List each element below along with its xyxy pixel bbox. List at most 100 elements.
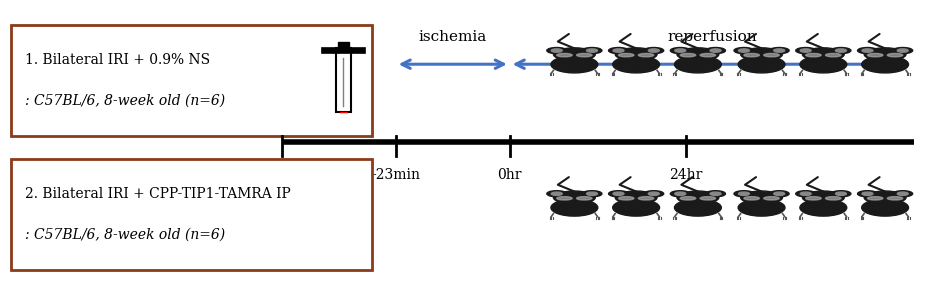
Circle shape: [857, 47, 877, 54]
Circle shape: [647, 192, 659, 195]
Ellipse shape: [700, 53, 715, 57]
Circle shape: [553, 191, 595, 204]
Text: ischemia: ischemia: [418, 30, 486, 44]
Circle shape: [830, 191, 850, 197]
Ellipse shape: [618, 197, 633, 200]
Circle shape: [585, 49, 597, 52]
Circle shape: [862, 49, 872, 52]
Ellipse shape: [866, 53, 882, 57]
Ellipse shape: [763, 197, 779, 200]
Circle shape: [738, 49, 748, 52]
Circle shape: [800, 49, 810, 52]
Ellipse shape: [674, 199, 721, 216]
Circle shape: [585, 192, 597, 195]
Circle shape: [608, 191, 627, 197]
FancyBboxPatch shape: [338, 42, 348, 48]
Text: -60min: -60min: [257, 168, 306, 182]
Ellipse shape: [861, 56, 907, 73]
Ellipse shape: [550, 56, 597, 73]
Circle shape: [550, 192, 562, 195]
Ellipse shape: [638, 53, 653, 57]
Ellipse shape: [550, 199, 597, 216]
Circle shape: [733, 47, 753, 54]
Circle shape: [550, 49, 562, 52]
Circle shape: [857, 191, 877, 197]
Circle shape: [704, 47, 724, 54]
Ellipse shape: [861, 199, 907, 216]
Ellipse shape: [804, 53, 821, 57]
Circle shape: [709, 192, 721, 195]
Circle shape: [795, 191, 815, 197]
Text: : C57BL/6, 8-week old (n=6): : C57BL/6, 8-week old (n=6): [25, 228, 225, 242]
Text: or 0.9% NS: or 0.9% NS: [215, 76, 296, 91]
Circle shape: [644, 191, 663, 197]
Circle shape: [669, 191, 689, 197]
Ellipse shape: [799, 199, 846, 216]
Circle shape: [802, 48, 843, 61]
Ellipse shape: [763, 53, 779, 57]
Ellipse shape: [556, 197, 571, 200]
Circle shape: [546, 47, 566, 54]
Ellipse shape: [799, 56, 846, 73]
Ellipse shape: [556, 53, 571, 57]
Ellipse shape: [824, 53, 840, 57]
Circle shape: [647, 49, 659, 52]
Circle shape: [800, 192, 810, 195]
Ellipse shape: [612, 56, 659, 73]
Circle shape: [612, 49, 624, 52]
Text: 1. Bilateral IRI + 0.9% NS: 1. Bilateral IRI + 0.9% NS: [25, 53, 210, 67]
FancyBboxPatch shape: [10, 25, 371, 136]
Ellipse shape: [576, 197, 591, 200]
Circle shape: [835, 192, 845, 195]
Ellipse shape: [700, 197, 715, 200]
Circle shape: [608, 47, 627, 54]
Circle shape: [553, 48, 595, 61]
Circle shape: [674, 192, 685, 195]
Text: 24hr: 24hr: [668, 168, 702, 182]
Circle shape: [674, 49, 685, 52]
Ellipse shape: [674, 56, 721, 73]
Ellipse shape: [824, 197, 840, 200]
Ellipse shape: [804, 197, 821, 200]
Ellipse shape: [744, 197, 759, 200]
Circle shape: [582, 47, 602, 54]
Circle shape: [897, 49, 907, 52]
Circle shape: [802, 191, 843, 204]
Circle shape: [830, 47, 850, 54]
FancyBboxPatch shape: [322, 48, 365, 53]
Circle shape: [709, 49, 721, 52]
Circle shape: [863, 48, 905, 61]
Text: -23min: -23min: [371, 168, 420, 182]
Circle shape: [733, 191, 753, 197]
Circle shape: [704, 191, 724, 197]
Circle shape: [740, 191, 782, 204]
Circle shape: [612, 192, 624, 195]
Text: : C57BL/6, 8-week old (n=6): : C57BL/6, 8-week old (n=6): [25, 94, 225, 108]
Ellipse shape: [680, 53, 695, 57]
Circle shape: [773, 192, 783, 195]
Ellipse shape: [886, 197, 902, 200]
FancyBboxPatch shape: [335, 48, 350, 112]
Ellipse shape: [738, 199, 784, 216]
Circle shape: [892, 47, 912, 54]
Ellipse shape: [744, 53, 759, 57]
Circle shape: [773, 49, 783, 52]
Circle shape: [892, 191, 912, 197]
Circle shape: [835, 49, 845, 52]
Text: CPP-TIP1 IP: CPP-TIP1 IP: [211, 60, 296, 74]
Text: 2. Bilateral IRI + CPP-TIP1-TAMRA IP: 2. Bilateral IRI + CPP-TIP1-TAMRA IP: [25, 187, 290, 201]
Circle shape: [740, 48, 782, 61]
Ellipse shape: [612, 199, 659, 216]
Circle shape: [669, 47, 689, 54]
Ellipse shape: [638, 197, 653, 200]
Circle shape: [676, 48, 718, 61]
Text: 0hr: 0hr: [497, 168, 522, 182]
Circle shape: [795, 47, 815, 54]
Circle shape: [863, 191, 905, 204]
Circle shape: [897, 192, 907, 195]
Circle shape: [546, 191, 566, 197]
Circle shape: [738, 192, 748, 195]
Circle shape: [644, 47, 663, 54]
Ellipse shape: [576, 53, 591, 57]
Circle shape: [862, 192, 872, 195]
